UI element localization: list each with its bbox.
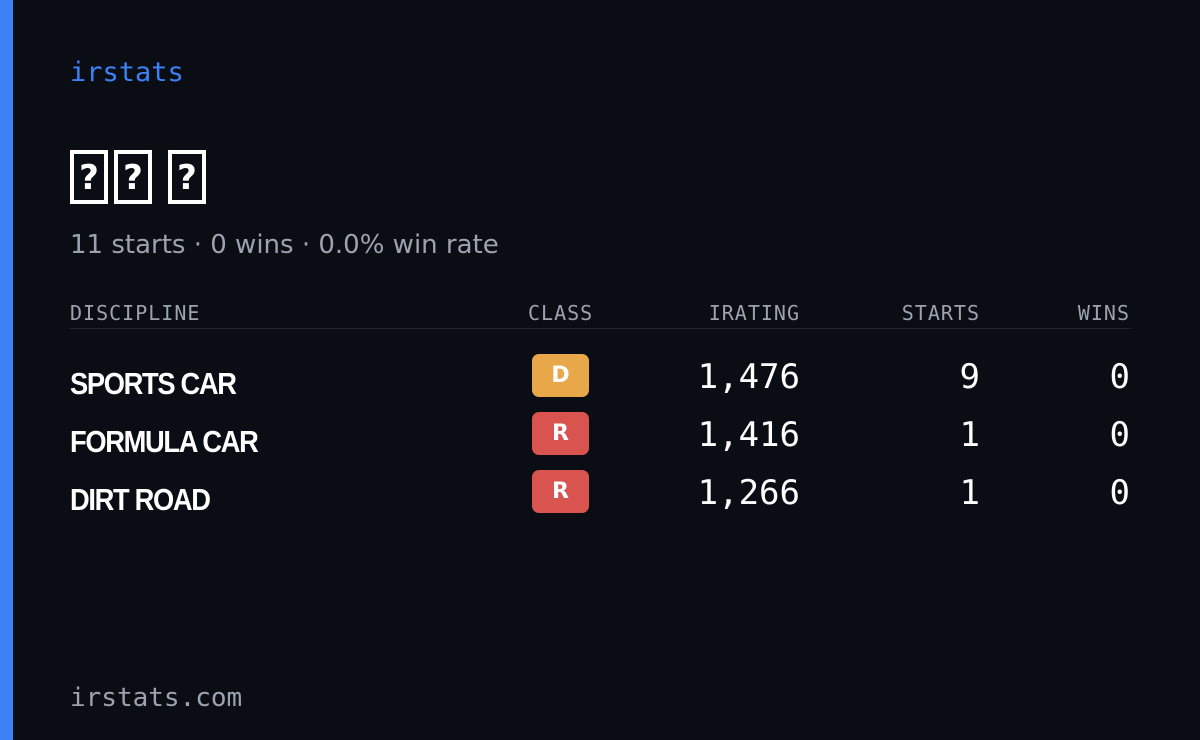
- discipline-name: SPORTS CAR: [70, 366, 237, 401]
- discipline-name: FORMULA CAR: [70, 424, 259, 459]
- missing-glyph-icon: [70, 150, 108, 204]
- header-irating: IRATING: [708, 301, 800, 325]
- wins-value: 0: [1109, 357, 1130, 397]
- header-discipline: DISCIPLINE: [70, 301, 201, 325]
- table-row: DIRT ROAD R 1,266 1 0: [70, 468, 1131, 526]
- starts-value: 1: [959, 473, 980, 513]
- missing-glyph-icon: [168, 150, 206, 204]
- wins-value: 0: [1109, 473, 1130, 513]
- license-class-badge: D: [532, 354, 589, 397]
- irating-value: 1,266: [697, 473, 800, 513]
- irating-value: 1,416: [697, 415, 800, 455]
- table-row: SPORTS CAR D 1,476 9 0: [70, 352, 1131, 410]
- wins-value: 0: [1109, 415, 1130, 455]
- license-class-badge: R: [532, 412, 589, 455]
- missing-glyph-icon: [114, 150, 152, 204]
- table-row: FORMULA CAR R 1,416 1 0: [70, 410, 1131, 468]
- discipline-table: SPORTS CAR D 1,476 9 0 FORMULA CAR R 1,4…: [70, 352, 1131, 526]
- header-class: CLASS: [528, 301, 594, 325]
- driver-name: [70, 150, 212, 204]
- starts-value: 1: [959, 415, 980, 455]
- career-summary: 11 starts · 0 wins · 0.0% win rate: [70, 230, 499, 260]
- license-class-badge: R: [532, 470, 589, 513]
- accent-bar: [0, 0, 13, 740]
- brand-logo-text: irstats: [70, 57, 184, 88]
- irating-value: 1,476: [697, 357, 800, 397]
- header-starts: STARTS: [901, 301, 980, 325]
- starts-value: 9: [959, 357, 980, 397]
- table-header: DISCIPLINE CLASS IRATING STARTS WINS: [70, 298, 1131, 329]
- discipline-name: DIRT ROAD: [70, 482, 211, 517]
- footer-url[interactable]: irstats.com: [70, 683, 243, 713]
- header-wins: WINS: [1077, 301, 1130, 325]
